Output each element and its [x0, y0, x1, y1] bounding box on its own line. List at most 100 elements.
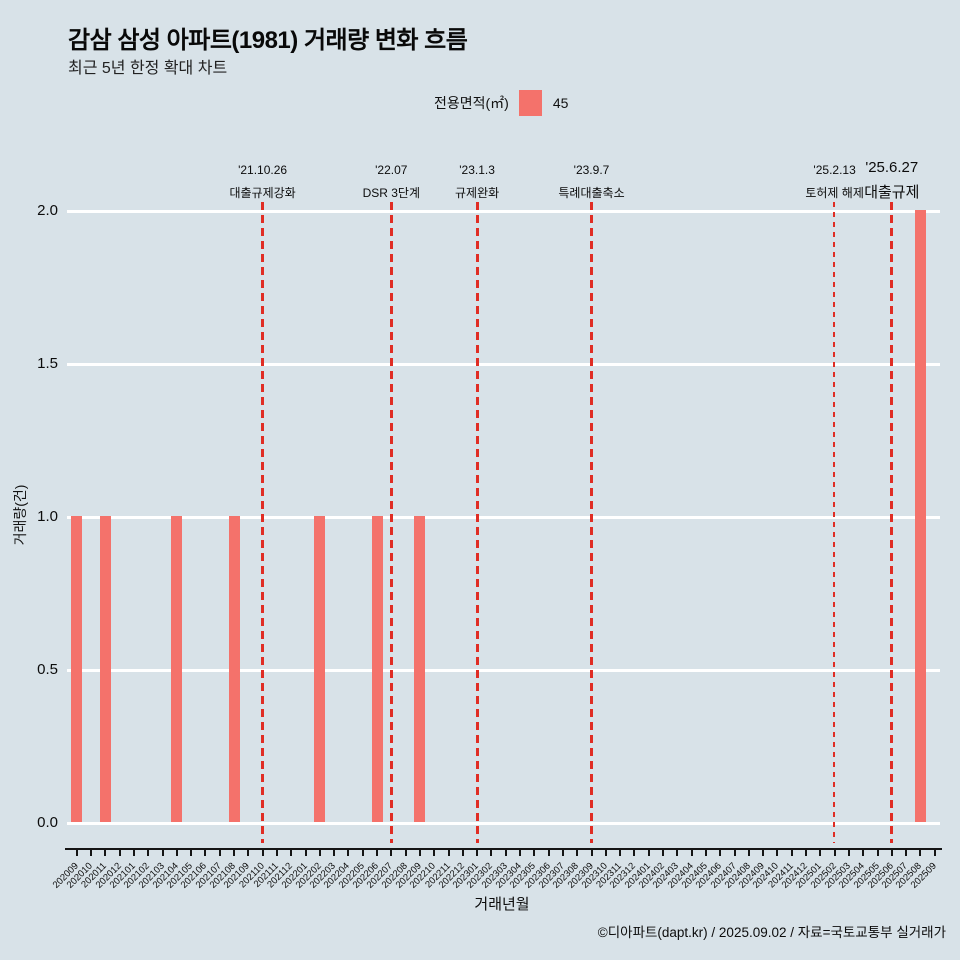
y-axis-title: 거래량(건) — [12, 484, 28, 546]
x-tick — [647, 850, 650, 856]
x-tick — [447, 850, 450, 856]
annotation-line-202309 — [590, 202, 593, 843]
x-tick — [290, 850, 293, 856]
x-tick — [390, 850, 393, 856]
x-tick — [576, 850, 579, 856]
x-tick — [847, 850, 850, 856]
x-tick — [776, 850, 779, 856]
bar-202108 — [228, 516, 240, 822]
x-tick — [376, 850, 378, 856]
annotation-date: '23.1.3 — [459, 163, 495, 177]
gridline-1.0 — [67, 516, 940, 519]
gridline-2.0 — [67, 210, 940, 213]
annotation-line-202207 — [389, 202, 393, 843]
x-tick — [132, 850, 135, 856]
x-tick — [919, 850, 922, 856]
legend: 전용면적(㎡) 45 — [434, 90, 568, 116]
x-tick — [862, 850, 865, 856]
x-tick — [704, 850, 707, 856]
x-tick — [590, 850, 593, 856]
x-tick — [404, 850, 407, 856]
x-tick — [790, 850, 793, 856]
x-tick — [418, 850, 421, 856]
annotation-line-202110 — [261, 202, 265, 843]
annotation-label: 대출규제 — [864, 184, 920, 201]
annotation-date: '23.9.7 — [573, 163, 610, 177]
x-tick — [747, 850, 750, 856]
annotation-date: '21.10.26 — [238, 163, 288, 177]
x-tick — [247, 850, 250, 856]
x-tick — [519, 850, 521, 856]
annotation-line-202506 — [890, 202, 894, 843]
x-tick — [147, 850, 150, 856]
footer-credit: ©디아파트(dapt.kr) / 2025.09.02 / 자료=국토교통부 실… — [597, 925, 946, 940]
bar-202508 — [914, 210, 926, 822]
x-tick — [905, 850, 908, 856]
annotation-line-202502 — [833, 202, 836, 843]
y-tick-label: 0.5 — [37, 660, 58, 678]
bar-202209 — [414, 516, 426, 822]
x-tick — [476, 850, 479, 856]
bar-202011 — [99, 516, 111, 822]
x-axis-line — [65, 848, 942, 850]
x-tick — [90, 850, 92, 856]
x-tick — [504, 850, 507, 856]
legend-value: 45 — [552, 95, 569, 111]
x-tick — [318, 850, 321, 856]
x-tick — [690, 850, 693, 856]
x-tick — [762, 850, 765, 856]
x-tick — [619, 850, 622, 856]
bar-202009 — [71, 516, 83, 822]
bar-202206 — [371, 516, 383, 822]
x-tick — [104, 850, 107, 856]
annotation-label: 특례대출축소 — [558, 186, 625, 200]
x-tick — [161, 850, 164, 856]
y-tick-label: 1.0 — [37, 507, 58, 525]
x-tick — [190, 850, 193, 856]
x-tick — [275, 850, 278, 856]
x-tick — [261, 850, 264, 856]
legend-swatch — [518, 90, 542, 116]
x-tick — [204, 850, 207, 856]
x-tick — [890, 850, 893, 856]
gridline-0.5 — [67, 669, 940, 672]
x-tick — [233, 850, 235, 856]
x-tick — [561, 850, 564, 856]
x-tick — [175, 850, 178, 856]
x-tick — [819, 850, 822, 856]
x-tick — [719, 850, 722, 856]
bar-202104 — [171, 516, 183, 822]
x-tick — [304, 850, 307, 856]
y-tick-label: 2.0 — [37, 201, 58, 219]
x-tick — [604, 850, 607, 856]
x-tick — [662, 850, 664, 856]
x-tick — [676, 850, 679, 856]
x-tick — [533, 850, 536, 856]
x-tick — [361, 850, 364, 856]
x-tick — [547, 850, 550, 856]
annotation-date: '22.07 — [375, 163, 408, 177]
y-tick-label: 1.5 — [37, 354, 58, 372]
x-tick — [833, 850, 836, 856]
x-axis-title: 거래년월 — [474, 896, 530, 913]
annotation-label: 대출규제강화 — [229, 186, 296, 200]
gridline-1.5 — [67, 363, 940, 366]
annotation-label: 토허제 해제 — [805, 186, 864, 200]
annotation-label: 규제완화 — [455, 186, 500, 200]
y-tick-label: 0.0 — [37, 813, 58, 831]
x-tick — [433, 850, 436, 856]
x-tick — [933, 850, 936, 856]
x-tick — [461, 850, 464, 856]
x-tick — [805, 850, 807, 856]
x-tick — [118, 850, 121, 856]
annotation-label: DSR 3단계 — [362, 186, 421, 200]
x-tick — [218, 850, 221, 856]
page-subtitle: 최근 5년 한정 확대 차트 — [68, 60, 228, 77]
x-tick — [333, 850, 336, 856]
x-tick — [75, 850, 78, 856]
x-tick — [876, 850, 879, 856]
annotation-date: '25.2.13 — [813, 163, 856, 177]
legend-label: 전용면적(㎡) — [434, 95, 509, 111]
